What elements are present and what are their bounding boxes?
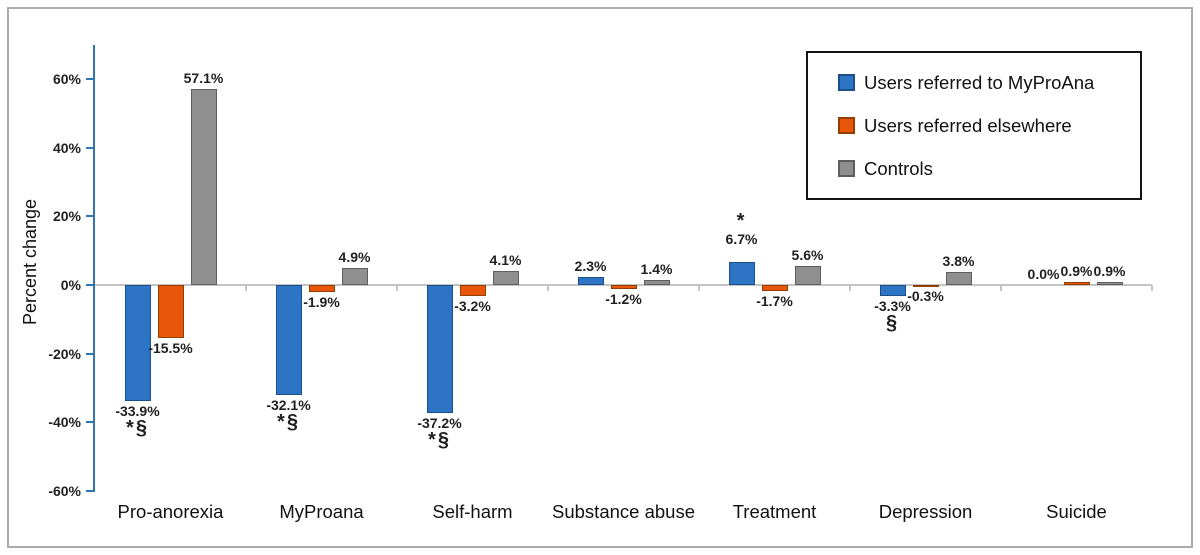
bar-value-label: -1.9% xyxy=(303,293,340,310)
y-axis-title: Percent change xyxy=(20,198,40,326)
bar-value-label: -32.1% xyxy=(266,397,311,414)
y-axis-tick-label: 20% xyxy=(52,208,81,225)
category-label-self-harm: Self-harm xyxy=(432,501,513,522)
legend-item-label: Users referred elsewhere xyxy=(864,114,1072,136)
bar-value-label: 6.7% xyxy=(725,230,758,247)
bar-controls-pro-anorexia xyxy=(190,88,217,285)
bar-users-referred-to-myproana-treatment xyxy=(728,261,755,285)
bar-users-referred-to-myproana-depression xyxy=(879,285,906,297)
bar-value-label: 2.3% xyxy=(574,258,607,275)
bar-users-referred-elsewhere-substance-abuse xyxy=(610,285,637,290)
category-label-substance-abuse: Substance abuse xyxy=(552,501,695,522)
legend-item-label: Users referred to MyProAna xyxy=(864,71,1095,93)
bar-controls-depression xyxy=(945,271,972,285)
significance-marker: *§ xyxy=(126,417,149,440)
bar-value-label: 1.4% xyxy=(640,261,673,278)
bar-value-label: 4.1% xyxy=(489,251,522,268)
bar-controls-substance-abuse xyxy=(643,280,670,285)
y-axis-tick xyxy=(86,215,93,218)
x-axis-tick xyxy=(547,285,549,291)
bar-value-label: -1.2% xyxy=(605,291,642,308)
y-axis-tick-label: -60% xyxy=(48,482,81,499)
legend-swatch-users-referred-elsewhere xyxy=(838,117,855,134)
significance-marker: *§ xyxy=(428,428,451,451)
significance-marker: *§ xyxy=(277,411,300,434)
y-axis-tick-label: 0% xyxy=(60,277,81,293)
x-axis-tick xyxy=(1151,285,1153,291)
bar-controls-myproana xyxy=(341,268,368,285)
y-axis-line xyxy=(93,45,95,492)
category-label-suicide: Suicide xyxy=(1046,501,1107,522)
y-axis-tick-label: -20% xyxy=(48,345,81,362)
y-axis-tick xyxy=(86,421,93,424)
significance-marker: * xyxy=(736,209,747,232)
y-axis-tick xyxy=(86,489,93,492)
category-label-treatment: Treatment xyxy=(732,501,817,522)
x-axis-tick xyxy=(849,285,851,291)
bar-value-label: -15.5% xyxy=(148,340,193,357)
legend-item: Users referred to MyProAna xyxy=(838,72,1136,94)
legend-item: Controls xyxy=(838,158,1136,180)
bar-users-referred-elsewhere-self-harm xyxy=(459,285,486,296)
bar-users-referred-to-myproana-self-harm xyxy=(426,285,453,413)
x-axis-tick xyxy=(698,285,700,291)
legend: Users referred to MyProAna Users referred… xyxy=(806,51,1142,200)
legend-item-label: Controls xyxy=(864,157,933,179)
bar-value-label: -3.3% xyxy=(874,298,911,315)
y-axis-tick-label: 60% xyxy=(52,71,81,87)
bar-users-referred-elsewhere-myproana xyxy=(308,285,335,292)
y-axis-tick-label: 40% xyxy=(52,139,81,156)
bar-value-label: 5.6% xyxy=(791,246,824,263)
bar-value-label: -1.7% xyxy=(756,292,793,309)
y-axis-tick xyxy=(86,78,93,80)
bar-users-referred-to-myproana-pro-anorexia xyxy=(124,285,151,402)
bar-controls-suicide xyxy=(1096,281,1123,285)
bar-controls-self-harm xyxy=(492,270,519,285)
legend-item: Users referred elsewhere xyxy=(838,115,1136,137)
legend-swatch-users-referred-to-myproana xyxy=(838,74,855,91)
bar-value-label: -3.2% xyxy=(454,297,491,314)
category-label-myproana: MyProana xyxy=(279,501,364,522)
bar-users-referred-to-myproana-myproana xyxy=(275,285,302,396)
y-axis-tick xyxy=(86,146,93,149)
x-axis-tick xyxy=(245,285,247,291)
y-axis-tick xyxy=(86,352,93,355)
y-axis-tick-label: -40% xyxy=(48,414,81,431)
bar-users-referred-to-myproana-substance-abuse xyxy=(577,277,604,285)
bar-users-referred-elsewhere-depression xyxy=(912,285,939,287)
bar-value-label: 0.9% xyxy=(1060,262,1093,279)
bar-value-label: -37.2% xyxy=(417,414,462,431)
bar-users-referred-elsewhere-suicide xyxy=(1063,281,1090,285)
x-axis-tick xyxy=(396,285,398,291)
x-axis-tick xyxy=(1000,285,1002,291)
bar-value-label: 4.9% xyxy=(338,249,371,266)
bar-value-label: 3.8% xyxy=(942,252,975,269)
bar-value-label: 0.9% xyxy=(1093,262,1126,279)
bar-users-referred-elsewhere-pro-anorexia xyxy=(157,285,184,339)
bar-value-label: 57.1% xyxy=(183,69,224,86)
y-axis-tick xyxy=(86,284,93,286)
figure-border xyxy=(7,7,1193,548)
bar-users-referred-elsewhere-treatment xyxy=(761,285,788,291)
bar-value-label: -0.3% xyxy=(907,288,944,305)
category-label-pro-anorexia: Pro-anorexia xyxy=(117,501,224,522)
bar-value-label: -33.9% xyxy=(115,403,160,420)
bar-controls-treatment xyxy=(794,265,821,285)
legend-swatch-controls xyxy=(838,160,855,177)
category-label-depression: Depression xyxy=(878,501,973,522)
bar-value-label: 0.0% xyxy=(1027,266,1060,282)
significance-marker: § xyxy=(885,312,900,335)
